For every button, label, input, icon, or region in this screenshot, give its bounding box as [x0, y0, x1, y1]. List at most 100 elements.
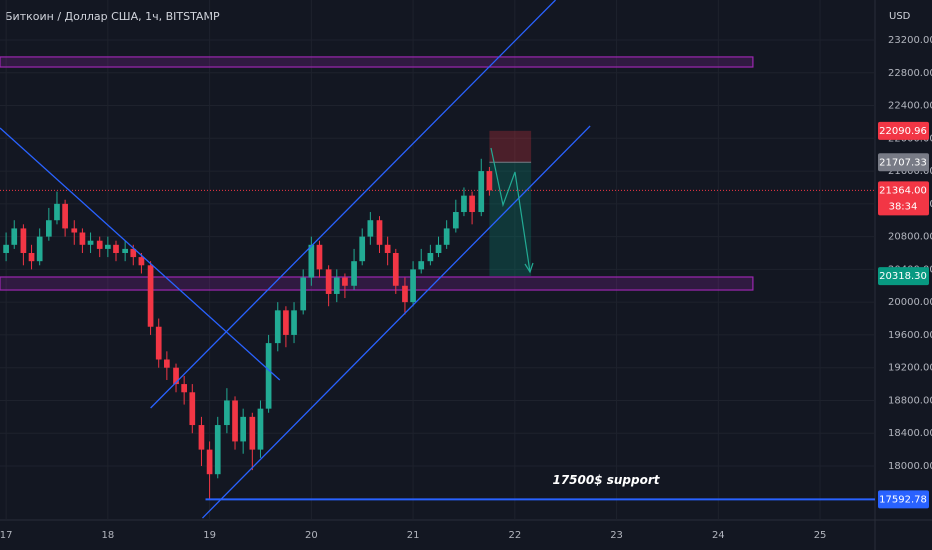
- x-tick-label: 21: [407, 530, 420, 541]
- support-price-label: 17592.78: [879, 494, 927, 505]
- y-tick-label: 18800.00: [888, 395, 932, 406]
- candle-body: [198, 425, 205, 450]
- candle-body: [45, 220, 52, 237]
- candle-body: [376, 220, 383, 245]
- candle-body: [316, 244, 323, 270]
- candle-body: [367, 220, 374, 237]
- arrow-head: [524, 262, 534, 274]
- candle-body: [54, 203, 60, 221]
- candle-body: [155, 326, 162, 360]
- candle-body: [342, 277, 348, 286]
- candle-body: [410, 269, 416, 303]
- candle-body: [147, 265, 154, 327]
- candle-body: [181, 384, 188, 393]
- entry-price-label: 21707.33: [879, 157, 927, 168]
- candle-body: [113, 244, 119, 253]
- candle-body: [87, 240, 94, 245]
- stop-zone: [489, 130, 532, 163]
- candle-body: [265, 343, 272, 409]
- last-price-bg: [878, 181, 929, 216]
- stop-price-label-bg: [878, 121, 929, 140]
- candle-body: [79, 232, 86, 245]
- y-tick-label: 18000.00: [888, 461, 932, 472]
- candle-body: [105, 244, 111, 249]
- candle-body: [36, 236, 43, 262]
- candle-body: [96, 240, 103, 249]
- candle-body: [359, 236, 366, 262]
- candle-body: [333, 277, 340, 294]
- last-price-label: 21364.00: [879, 185, 927, 196]
- candle-body: [62, 203, 68, 229]
- candle-body: [164, 359, 170, 368]
- candle-body: [308, 244, 315, 278]
- candle-body: [283, 310, 289, 335]
- trend-line: [150, 0, 556, 409]
- candle-body: [173, 367, 179, 385]
- y-tick-label: 23200.00: [888, 35, 932, 46]
- support-price-label-bg: [878, 490, 929, 509]
- candle-body: [351, 261, 357, 286]
- entry-price-label-bg: [878, 153, 929, 172]
- candle-body: [418, 261, 425, 270]
- arrow-path: [490, 147, 531, 273]
- zone: [0, 276, 754, 291]
- y-tick-label: 19600.00: [888, 330, 932, 341]
- countdown: 38:34: [889, 201, 918, 212]
- x-tick-label: 19: [203, 530, 216, 541]
- y-tick-label: 20000.00: [888, 297, 932, 308]
- candle-body: [122, 248, 128, 253]
- x-tick-label: 20: [305, 530, 318, 541]
- candle-body: [478, 171, 485, 213]
- candle-body: [3, 244, 9, 253]
- candle-body: [461, 195, 467, 213]
- support-label: 17500$ support: [552, 473, 660, 487]
- trend-line: [202, 125, 591, 519]
- x-tick-label: 17: [0, 530, 12, 541]
- candle-body: [443, 228, 450, 245]
- trend-line: [0, 127, 281, 381]
- candle-body: [384, 244, 391, 253]
- target-zone: [489, 162, 532, 277]
- candle-body: [452, 212, 459, 229]
- candle-body: [392, 252, 399, 286]
- zone: [0, 56, 754, 68]
- y-tick-label: 21600.00: [888, 166, 932, 177]
- candle-body: [71, 228, 78, 233]
- currency: USD: [889, 11, 911, 22]
- x-tick-label: 23: [610, 530, 623, 541]
- candle-body: [249, 416, 256, 450]
- candle-body: [300, 277, 307, 311]
- y-tick-label: 20800.00: [888, 232, 932, 243]
- candle-body: [469, 195, 475, 213]
- stop-price-label: 22090.96: [879, 126, 927, 137]
- candle-body: [402, 285, 408, 303]
- candle-body: [257, 408, 264, 450]
- candle-body: [11, 228, 18, 245]
- x-tick-label: 25: [814, 530, 827, 541]
- candle-body: [240, 416, 247, 442]
- target-price-label: 20318.30: [879, 271, 927, 282]
- candle-body: [435, 244, 442, 253]
- candle-body: [274, 310, 281, 344]
- candle-body: [224, 400, 230, 426]
- candle-body: [325, 269, 332, 294]
- candle-body: [138, 257, 145, 266]
- x-tick-label: 24: [712, 530, 725, 541]
- y-tick-label: 19200.00: [888, 363, 932, 374]
- candle-body: [206, 449, 213, 475]
- candle-body: [291, 310, 297, 335]
- candle-body: [427, 252, 434, 262]
- candle-body: [130, 248, 137, 258]
- x-tick-label: 22: [508, 530, 521, 541]
- candle-body: [28, 252, 35, 262]
- candle-body: [189, 392, 196, 426]
- y-tick-label: 22800.00: [888, 68, 932, 79]
- chart-title: Биткоин / Доллар США, 1ч, BITSTAMP: [5, 10, 220, 23]
- x-tick-label: 18: [101, 530, 114, 541]
- candle-body: [486, 171, 493, 191]
- candle-body: [214, 425, 221, 475]
- y-tick-label: 22400.00: [888, 101, 932, 112]
- candle-body: [232, 400, 238, 442]
- target-price-label-bg: [878, 267, 929, 286]
